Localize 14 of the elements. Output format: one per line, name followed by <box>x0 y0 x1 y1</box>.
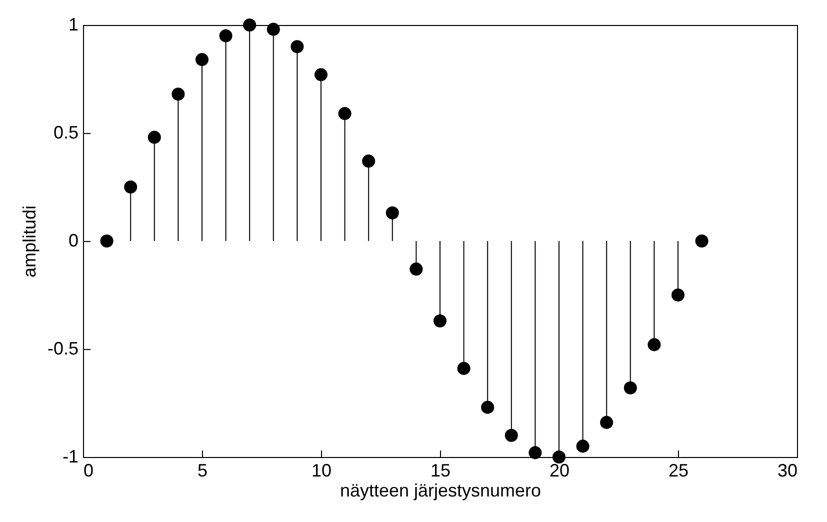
x-tick-label: 25 <box>668 460 689 480</box>
y-tick-label: 0.5 <box>53 122 78 142</box>
y-tick-label: -0.5 <box>47 338 78 358</box>
x-tick-label: 20 <box>549 460 570 480</box>
x-axis-title: näytteen järjestysnumero <box>340 480 542 500</box>
x-tick-label: 30 <box>777 460 798 480</box>
x-tick-label: 0 <box>84 460 94 480</box>
y-tick-label: -1 <box>62 446 78 466</box>
y-tick-label: 1 <box>68 14 78 34</box>
x-tick-label: 15 <box>430 460 451 480</box>
y-tick-label: 0 <box>68 230 78 250</box>
x-tick-label: 5 <box>197 460 208 480</box>
x-tick-label: 10 <box>311 460 332 480</box>
y-axis-title: amplitudi <box>19 205 40 278</box>
